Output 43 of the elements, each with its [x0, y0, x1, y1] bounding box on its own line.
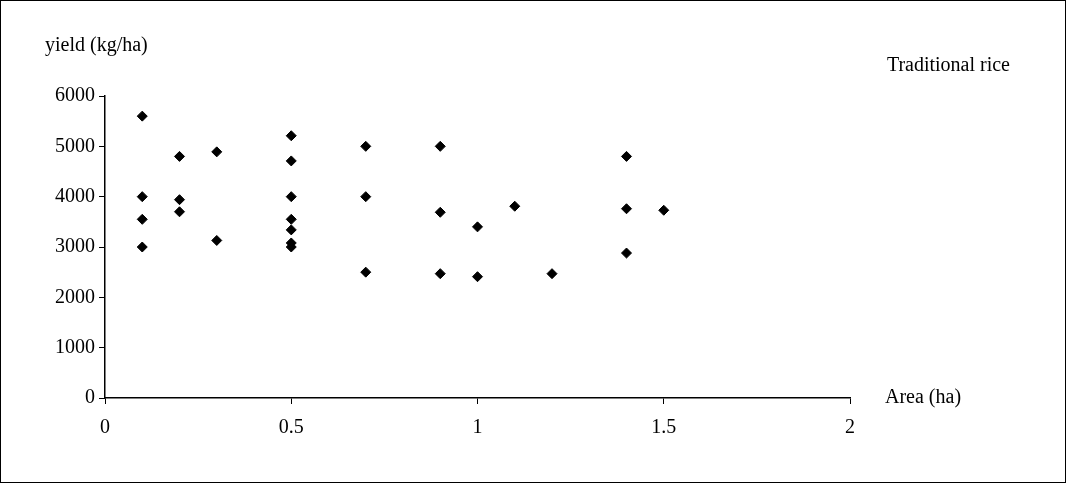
point [509, 200, 521, 212]
point [136, 213, 148, 225]
point [211, 234, 223, 246]
point [174, 194, 185, 206]
y-tick-label: 6000 [55, 83, 95, 106]
x-tick-label: 2 [845, 415, 855, 438]
x-tick-label: 1 [472, 415, 483, 438]
y-tick-label: 0 [85, 385, 95, 408]
point [434, 206, 446, 218]
y-tick-label: 4000 [55, 183, 95, 206]
point [360, 191, 372, 203]
x-tick-label: 0 [100, 415, 110, 438]
point [174, 206, 185, 218]
y-tick-label: 3000 [55, 234, 95, 257]
y-tick-label: 2000 [55, 284, 95, 307]
point [136, 241, 148, 253]
x-tick-label: 0.5 [278, 415, 304, 438]
point [285, 130, 297, 142]
point [136, 110, 148, 122]
point [285, 191, 297, 203]
point [621, 203, 632, 215]
point [136, 191, 148, 203]
y-tick-label: 1000 [55, 334, 95, 357]
point [285, 213, 297, 225]
point [472, 221, 483, 233]
point [360, 140, 372, 152]
point [546, 268, 558, 280]
y-axis-title: yield (kg/ha) [45, 33, 148, 57]
point [658, 204, 670, 216]
text: Traditional rice [886, 53, 1011, 76]
point [360, 266, 372, 278]
point [621, 247, 632, 259]
x-tick-label: 1.5 [651, 415, 677, 438]
point [434, 268, 446, 280]
point [285, 155, 297, 167]
x-axis-title: Area (ha) [885, 385, 962, 409]
point [211, 146, 223, 158]
point [285, 224, 297, 236]
point [472, 271, 483, 283]
point [621, 150, 632, 162]
point [434, 140, 446, 152]
point [174, 150, 185, 162]
y-tick-label: 5000 [55, 133, 95, 156]
